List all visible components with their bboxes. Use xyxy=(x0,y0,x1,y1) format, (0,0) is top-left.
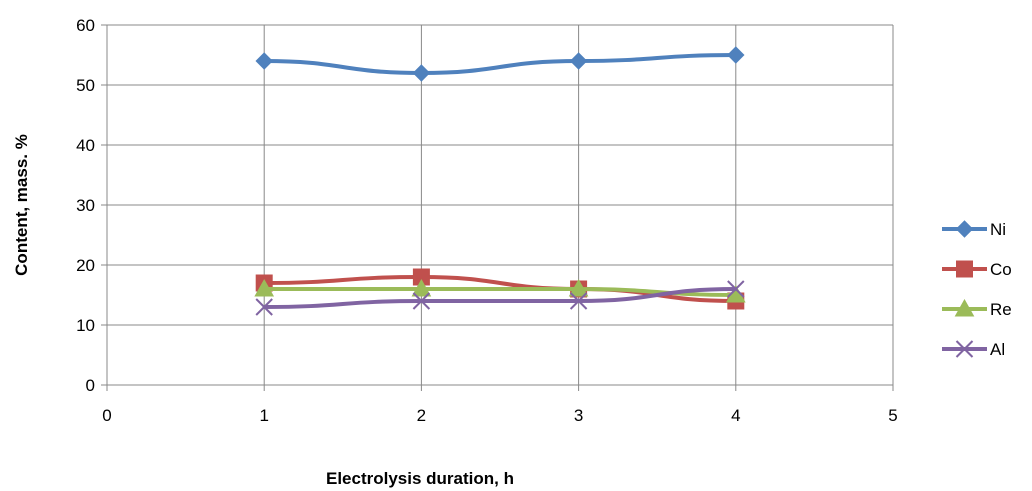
data-point-re xyxy=(254,278,275,297)
y-tick-label: 40 xyxy=(76,136,95,155)
x-axis-title: Electrolysis duration, h xyxy=(326,469,514,488)
series-al xyxy=(255,280,745,316)
series-line-ni xyxy=(264,53,736,76)
y-tick-label: 0 xyxy=(86,376,95,395)
legend-label: Re xyxy=(990,300,1012,319)
series-layer xyxy=(254,46,746,316)
data-point-al xyxy=(569,292,588,310)
y-tick-label: 50 xyxy=(76,76,95,95)
y-tick-label: 20 xyxy=(76,256,95,275)
y-tick-label: 60 xyxy=(76,16,95,35)
x-tick-label: 4 xyxy=(731,406,740,425)
legend-label: Ni xyxy=(990,220,1006,239)
data-point-al xyxy=(727,280,745,298)
x-tick-label: 2 xyxy=(417,406,426,425)
legend: Ni Co Re Al xyxy=(942,220,1012,359)
legend-item-ni: Ni xyxy=(942,220,1006,239)
data-point-ni xyxy=(412,64,431,82)
legend-item-al: Al xyxy=(942,340,1005,359)
data-point-ni xyxy=(569,52,588,70)
legend-label: Co xyxy=(990,260,1012,279)
y-axis-title: Content, mass. % xyxy=(12,134,31,276)
x-tick-label: 1 xyxy=(259,406,268,425)
y-tick-label: 10 xyxy=(76,316,95,335)
data-point-re xyxy=(568,278,589,297)
series-ni xyxy=(255,46,745,82)
x-tick-label: 3 xyxy=(574,406,583,425)
x-tick-label: 5 xyxy=(888,406,897,425)
y-tick-label: 30 xyxy=(76,196,95,215)
legend-item-re: Re xyxy=(942,298,1012,319)
legend-marker xyxy=(954,298,975,317)
legend-marker xyxy=(955,340,974,358)
legend-label: Al xyxy=(990,340,1005,359)
data-point-ni xyxy=(255,52,273,70)
legend-marker xyxy=(955,220,974,238)
data-point-re xyxy=(411,278,432,297)
data-point-ni xyxy=(727,46,745,64)
data-point-al xyxy=(255,298,273,316)
x-tick-label: 0 xyxy=(102,406,111,425)
data-point-al xyxy=(412,292,431,310)
series-re xyxy=(254,278,746,303)
series-line-re xyxy=(264,286,736,297)
tick-labels: 0 10 20 30 40 50 60 0 1 2 3 4 5 xyxy=(76,16,898,425)
grid xyxy=(101,24,894,391)
legend-item-co: Co xyxy=(942,260,1012,279)
series-line-al xyxy=(264,287,736,309)
legend-marker xyxy=(956,260,973,278)
